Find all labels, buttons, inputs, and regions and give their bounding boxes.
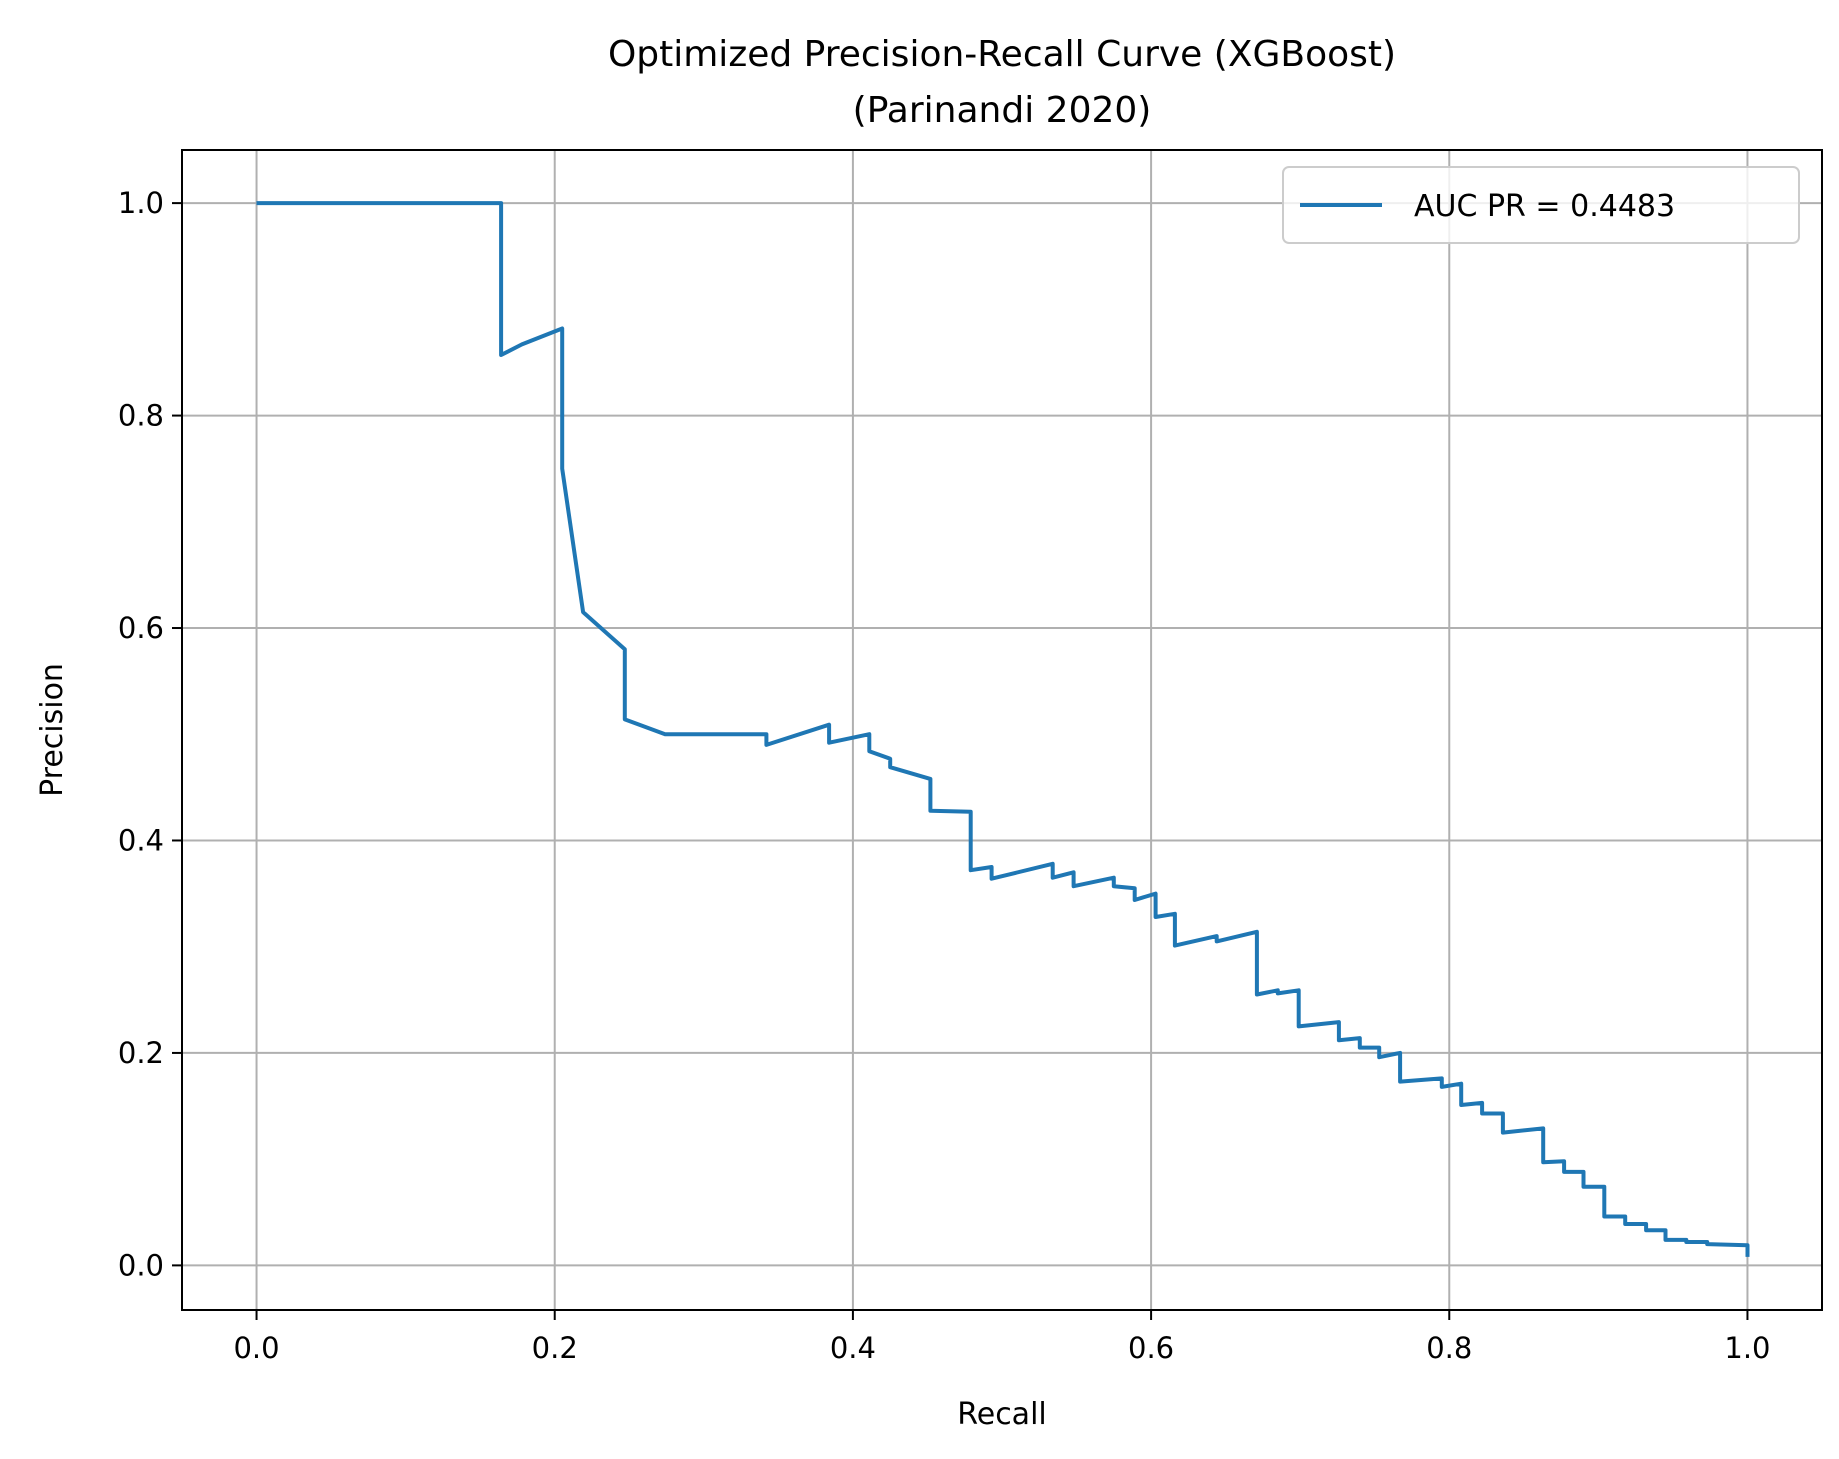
y-axis-label: Precision xyxy=(35,663,70,797)
x-tick-label: 1.0 xyxy=(1724,1331,1770,1365)
plot-background xyxy=(182,150,1822,1310)
y-axis-ticks: 0.0 0.2 0.4 0.6 0.8 1.0 xyxy=(118,186,182,1282)
plot-frame xyxy=(181,149,1823,1311)
legend-box xyxy=(1282,166,1800,244)
plot-area: 0.0 0.2 0.4 0.6 0.8 1.0 0.0 0.2 0.4 0.6 0.8 1.0 xyxy=(118,149,1823,1365)
x-tick-label: 0.0 xyxy=(233,1331,279,1365)
chart-subtitle: (Parinandi 2020) xyxy=(853,90,1152,131)
x-tick-label: 0.2 xyxy=(532,1331,578,1365)
y-tick-label: 0.4 xyxy=(118,823,164,857)
y-tick-label: 0.0 xyxy=(118,1248,164,1282)
x-axis-label: Recall xyxy=(957,1397,1047,1432)
series-layer xyxy=(256,201,1750,1257)
x-axis-ticks: 0.0 0.2 0.4 0.6 0.8 1.0 xyxy=(233,1310,1771,1365)
y-tick-label: 0.6 xyxy=(118,611,164,645)
legend-entry-label: AUC PR = 0.4483 xyxy=(1414,189,1675,224)
chart-title: Optimized Precision-Recall Curve (XGBoos… xyxy=(608,34,1396,75)
x-tick-label: 0.8 xyxy=(1426,1331,1472,1365)
grid xyxy=(182,150,1822,1310)
y-tick-label: 1.0 xyxy=(118,186,164,220)
y-tick-label: 0.8 xyxy=(118,399,164,433)
series-line xyxy=(256,201,1750,1257)
y-tick-label: 0.2 xyxy=(118,1036,164,1070)
x-tick-label: 0.4 xyxy=(830,1331,876,1365)
x-tick-label: 0.6 xyxy=(1128,1331,1174,1365)
legend: AUC PR = 0.4483 xyxy=(1282,166,1800,244)
